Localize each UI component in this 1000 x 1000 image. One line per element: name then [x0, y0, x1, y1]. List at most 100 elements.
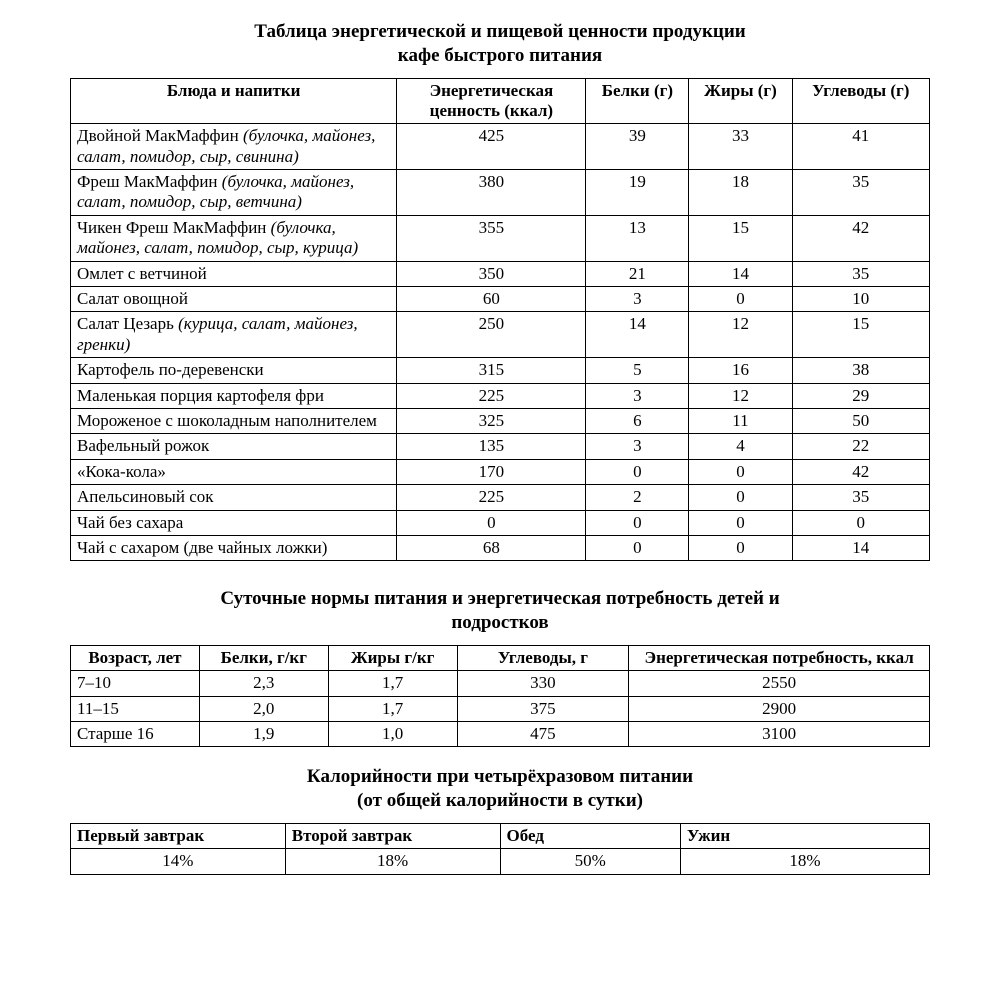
col-lunch: Обед	[500, 823, 680, 848]
cell-protein: 0	[586, 535, 689, 560]
cell-fat: 1,7	[328, 671, 457, 696]
table2-header-row: Возраст, лет Белки, г/кг Жиры г/кг Углев…	[71, 645, 930, 670]
col-breakfast1: Первый завтрак	[71, 823, 286, 848]
cell-fat: 1,0	[328, 721, 457, 746]
cell-dish: Апельсиновый сок	[71, 485, 397, 510]
cell-protein: 6	[586, 408, 689, 433]
cell-carbs: 10	[792, 287, 929, 312]
cell-carbs: 330	[457, 671, 629, 696]
cell-energy: 135	[397, 434, 586, 459]
table-row: Вафельный рожок1353422	[71, 434, 930, 459]
table3-title-line2: (от общей калорийности в сутки)	[357, 790, 643, 811]
document-page: Таблица энергетической и пищевой ценност…	[0, 0, 1000, 875]
cell-energy: 225	[397, 383, 586, 408]
cell-fat: 16	[689, 358, 792, 383]
cell-dish: Салат Цезарь (курица, салат, майонез, гр…	[71, 312, 397, 358]
cell-carbs: 35	[792, 170, 929, 216]
table3-title: Калорийности при четырёхразовом питании …	[70, 765, 930, 813]
cell-dish: Картофель по-деревенски	[71, 358, 397, 383]
cell-fat: 0	[689, 287, 792, 312]
cell-energy: 355	[397, 215, 586, 261]
cell-carbs: 14	[792, 535, 929, 560]
table3-header-row: Первый завтрак Второй завтрак Обед Ужин	[71, 823, 930, 848]
daily-norms-table: Возраст, лет Белки, г/кг Жиры г/кг Углев…	[70, 645, 930, 748]
cell-carbs: 29	[792, 383, 929, 408]
cell-protein: 0	[586, 510, 689, 535]
cell-protein: 2	[586, 485, 689, 510]
cell-fat: 0	[689, 459, 792, 484]
cell-energy: 2900	[629, 696, 930, 721]
cell-fat: 12	[689, 312, 792, 358]
cell-dish: Фреш МакМаффин (булочка, майонез, салат,…	[71, 170, 397, 216]
cell-protein: 2,3	[199, 671, 328, 696]
cell-dish: Чай с сахаром (две чайных ложки)	[71, 535, 397, 560]
meal-distribution-table: Первый завтрак Второй завтрак Обед Ужин …	[70, 823, 930, 875]
cell-protein: 3	[586, 434, 689, 459]
col-protein2: Белки, г/кг	[199, 645, 328, 670]
cell-dish: Омлет с ветчиной	[71, 261, 397, 286]
col-breakfast2: Второй завтрак	[285, 823, 500, 848]
table-row: Чай с сахаром (две чайных ложки)680014	[71, 535, 930, 560]
col-age: Возраст, лет	[71, 645, 200, 670]
cell-carbs: 42	[792, 215, 929, 261]
cell-fat: 33	[689, 124, 792, 170]
cell-carbs: 42	[792, 459, 929, 484]
cell-carbs: 15	[792, 312, 929, 358]
table-row: Чай без сахара0000	[71, 510, 930, 535]
cell-carbs: 41	[792, 124, 929, 170]
table-row: Старше 161,91,04753100	[71, 721, 930, 746]
cell-dish: Салат овощной	[71, 287, 397, 312]
dish-name: Фреш МакМаффин	[77, 172, 218, 191]
nutrition-table: Блюда и напитки Энергетическая ценность …	[70, 78, 930, 562]
cell-carbs: 50	[792, 408, 929, 433]
table1-title-line1: Таблица энергетической и пищевой ценност…	[254, 21, 746, 42]
cell-protein: 19	[586, 170, 689, 216]
cell-age: 7–10	[71, 671, 200, 696]
table-row: Апельсиновый сок2252035	[71, 485, 930, 510]
cell-dish: Двойной МакМаффин (булочка, майонез, сал…	[71, 124, 397, 170]
cell-dish: Чикен Фреш МакМаффин (булочка, майонез, …	[71, 215, 397, 261]
table-row: 11–152,01,73752900	[71, 696, 930, 721]
col-carbs2: Углеводы, г	[457, 645, 629, 670]
cell-energy: 2550	[629, 671, 930, 696]
cell-fat: 0	[689, 510, 792, 535]
cell-age: Старше 16	[71, 721, 200, 746]
table1-title-line2: кафе быстрого питания	[398, 45, 602, 66]
table-row: Картофель по-деревенски31551638	[71, 358, 930, 383]
cell-dish: Вафельный рожок	[71, 434, 397, 459]
dish-name: Омлет с ветчиной	[77, 264, 207, 283]
cell-carbs: 475	[457, 721, 629, 746]
cell-energy: 380	[397, 170, 586, 216]
cell-energy: 315	[397, 358, 586, 383]
cell-energy: 0	[397, 510, 586, 535]
table2-title-line2: подростков	[451, 612, 548, 633]
col-fat2: Жиры г/кг	[328, 645, 457, 670]
cell-energy: 170	[397, 459, 586, 484]
dish-name: Мороженое с шоколадным наполнителем	[77, 411, 377, 430]
cell-b1: 14%	[71, 849, 286, 874]
cell-protein: 13	[586, 215, 689, 261]
cell-fat: 0	[689, 535, 792, 560]
dish-name: Чикен Фреш МакМаффин	[77, 218, 266, 237]
table1-header-row: Блюда и напитки Энергетическая ценность …	[71, 78, 930, 124]
cell-energy: 350	[397, 261, 586, 286]
col-dish: Блюда и напитки	[71, 78, 397, 124]
dish-name: Салат овощной	[77, 289, 188, 308]
cell-energy: 250	[397, 312, 586, 358]
dish-name: «Кока-кола»	[77, 462, 166, 481]
cell-dish: Чай без сахара	[71, 510, 397, 535]
cell-energy: 68	[397, 535, 586, 560]
col-fat: Жиры (г)	[689, 78, 792, 124]
table-row: Салат овощной603010	[71, 287, 930, 312]
table-row: Чикен Фреш МакМаффин (булочка, майонез, …	[71, 215, 930, 261]
table-row: Салат Цезарь (курица, салат, майонез, гр…	[71, 312, 930, 358]
table2-title-line1: Суточные нормы питания и энергетическая …	[220, 588, 779, 609]
cell-fat: 0	[689, 485, 792, 510]
cell-b2: 18%	[285, 849, 500, 874]
table-row: Маленькая порция картофеля фри22531229	[71, 383, 930, 408]
cell-energy: 3100	[629, 721, 930, 746]
cell-energy: 425	[397, 124, 586, 170]
cell-carbs: 0	[792, 510, 929, 535]
table-row: Мороженое с шоколадным наполнителем32561…	[71, 408, 930, 433]
dish-name: Апельсиновый сок	[77, 487, 214, 506]
